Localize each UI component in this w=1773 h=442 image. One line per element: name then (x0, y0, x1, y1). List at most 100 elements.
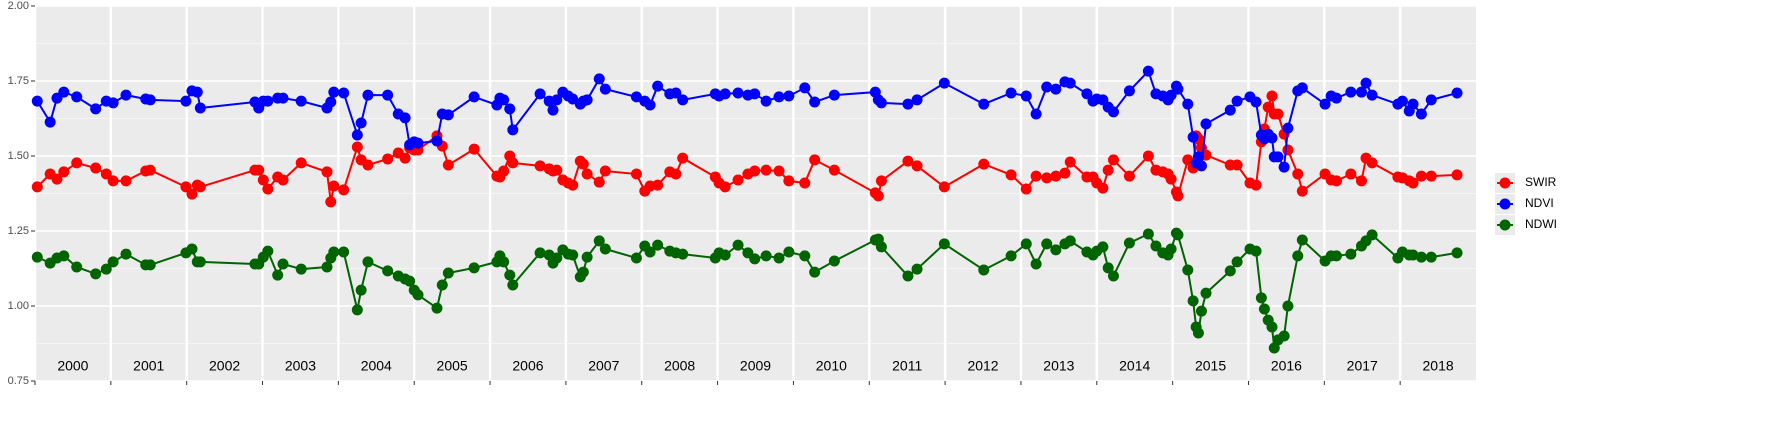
data-point (1360, 77, 1372, 89)
data-point (911, 160, 923, 172)
data-point (677, 152, 689, 164)
year-label: 2005 (437, 358, 468, 374)
data-point (442, 159, 454, 171)
data-point (1396, 95, 1408, 107)
data-point (1425, 170, 1437, 182)
data-point (902, 98, 914, 110)
data-point (90, 103, 102, 115)
data-point (1451, 87, 1463, 99)
data-point (1355, 86, 1367, 98)
data-point (262, 95, 274, 107)
legend-key-point (1499, 219, 1511, 231)
data-point (1102, 262, 1114, 274)
data-point (1064, 235, 1076, 247)
data-point (507, 279, 519, 291)
data-point (1231, 159, 1243, 171)
data-point (468, 143, 480, 155)
data-point (1150, 240, 1162, 252)
data-point (1296, 234, 1308, 246)
data-point (1345, 168, 1357, 180)
data-point (351, 141, 363, 153)
data-point (719, 181, 731, 193)
data-point (828, 255, 840, 267)
data-point (1172, 190, 1184, 202)
y-tick-label: 1.50 (8, 150, 29, 162)
data-point (1097, 241, 1109, 253)
data-point (194, 256, 206, 268)
data-point (911, 263, 923, 275)
data-point (902, 155, 914, 167)
data-point (1296, 82, 1308, 94)
year-label: 2007 (588, 358, 619, 374)
data-point (773, 252, 785, 264)
data-point (567, 179, 579, 191)
data-point (186, 188, 198, 200)
data-point (567, 249, 579, 261)
data-point (44, 116, 56, 128)
y-tick-label: 0.75 (8, 375, 29, 387)
data-point (581, 168, 593, 180)
data-point (534, 160, 546, 172)
data-point (875, 175, 887, 187)
data-point (593, 73, 605, 85)
data-point (277, 174, 289, 186)
data-point (1041, 81, 1053, 93)
year-label: 2009 (740, 358, 771, 374)
data-point (809, 154, 821, 166)
data-point (412, 289, 424, 301)
data-point (1005, 250, 1017, 262)
data-point (783, 90, 795, 102)
data-point (107, 256, 119, 268)
data-point (100, 168, 112, 180)
data-point (1200, 118, 1212, 130)
data-point (321, 166, 333, 178)
data-point (1319, 98, 1331, 110)
data-point (1415, 251, 1427, 263)
data-point (399, 152, 411, 164)
data-point (760, 164, 772, 176)
data-point (581, 94, 593, 106)
data-point (71, 91, 83, 103)
data-point (1266, 90, 1278, 102)
data-point (938, 77, 950, 89)
data-point (872, 190, 884, 202)
data-point (1020, 238, 1032, 250)
data-point (194, 181, 206, 193)
data-point (328, 180, 340, 192)
data-point (1258, 303, 1270, 315)
data-point (1272, 151, 1284, 163)
data-point (498, 94, 510, 106)
data-point (652, 80, 664, 92)
data-point (1187, 131, 1199, 143)
data-point (191, 86, 203, 98)
data-point (875, 97, 887, 109)
data-point (551, 164, 563, 176)
data-point (551, 252, 563, 264)
year-label: 2017 (1347, 358, 1378, 374)
data-point (272, 269, 284, 281)
year-label: 2014 (1119, 358, 1150, 374)
data-point (773, 165, 785, 177)
data-point (90, 268, 102, 280)
data-point (760, 95, 772, 107)
data-point (1097, 182, 1109, 194)
year-label: 2006 (512, 358, 543, 374)
data-point (644, 99, 656, 111)
data-point (593, 235, 605, 247)
data-point (1123, 85, 1135, 97)
data-point (351, 129, 363, 141)
data-point (90, 162, 102, 174)
data-point (978, 158, 990, 170)
data-point (498, 165, 510, 177)
data-point (382, 265, 394, 277)
data-point (534, 88, 546, 100)
data-point (1200, 287, 1212, 299)
data-point (1282, 144, 1294, 156)
data-point (875, 241, 887, 253)
data-point (670, 168, 682, 180)
data-point (382, 89, 394, 101)
data-point (1345, 248, 1357, 260)
data-point (749, 165, 761, 177)
data-point (1282, 122, 1294, 134)
data-point (1142, 150, 1154, 162)
